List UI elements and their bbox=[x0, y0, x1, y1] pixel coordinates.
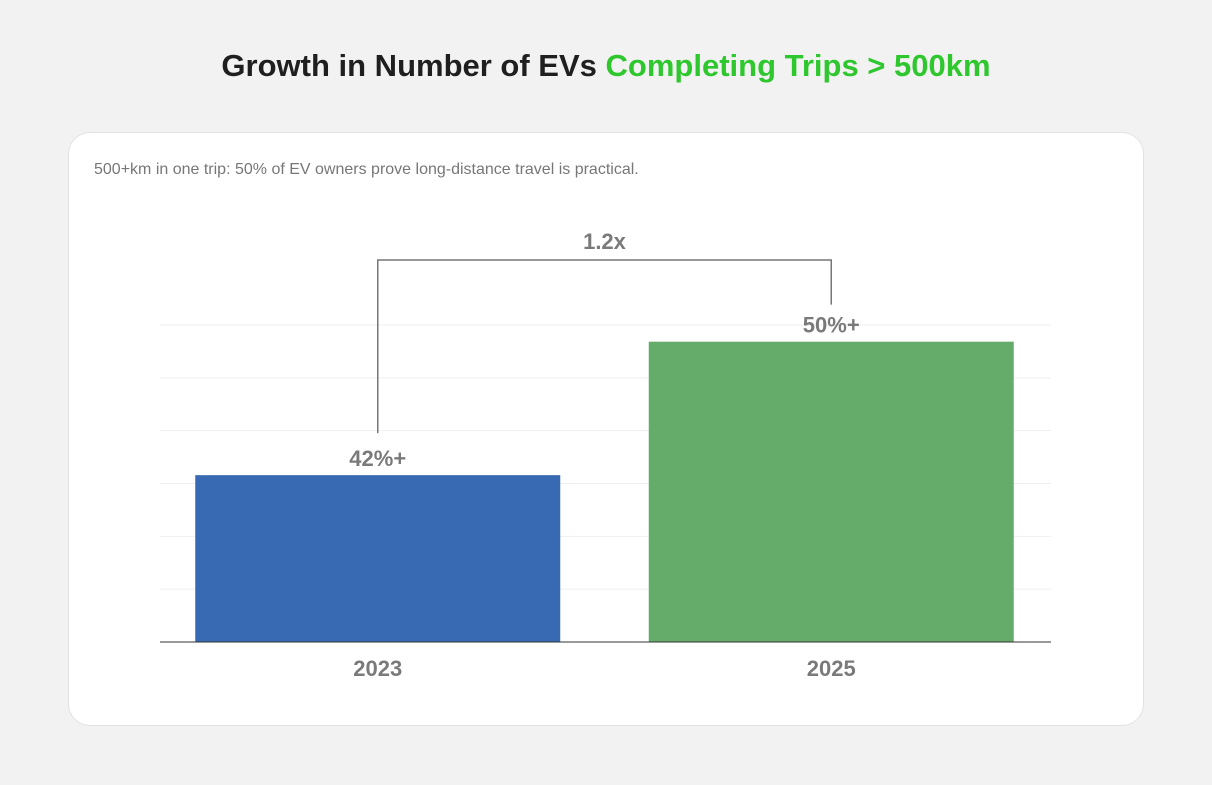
growth-bracket bbox=[377, 259, 832, 434]
page-title: Growth in Number of EVs Completing Trips… bbox=[0, 48, 1212, 84]
data-label-2025: 50%+ bbox=[803, 313, 860, 338]
chart-subtitle: 500+km in one trip: 50% of EV owners pro… bbox=[94, 161, 639, 178]
x-tick-label-2023: 2023 bbox=[353, 656, 402, 681]
data-label-2023: 42%+ bbox=[349, 446, 406, 471]
bar-2025 bbox=[648, 341, 1014, 642]
growth-annotation: 1.2x bbox=[583, 229, 627, 254]
title-highlight: Completing Trips > 500km bbox=[605, 48, 991, 83]
x-tick-label-2025: 2025 bbox=[807, 656, 856, 681]
bar-2023 bbox=[195, 475, 561, 642]
title-main: Growth in Number of EVs bbox=[221, 48, 597, 83]
